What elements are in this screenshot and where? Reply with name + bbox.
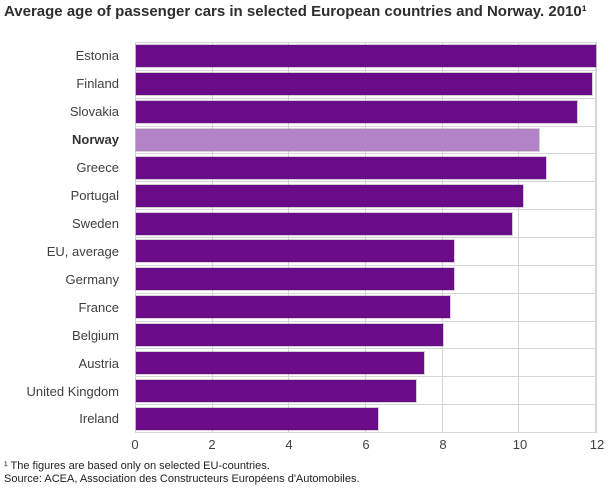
bar-row	[136, 322, 596, 350]
bar-row	[136, 43, 596, 71]
bar-row	[136, 127, 596, 155]
bar	[136, 212, 512, 235]
bar-row	[136, 154, 596, 183]
footnotes: ¹ The figures are based only on selected…	[4, 460, 604, 486]
source-text: Source: ACEA, Association des Constructe…	[4, 473, 360, 485]
bar-row	[136, 210, 596, 239]
bar	[136, 73, 593, 96]
bar	[136, 407, 378, 430]
bar	[136, 324, 443, 347]
bar	[136, 45, 596, 68]
category-label: Germany	[65, 271, 119, 287]
x-tick-label: 8	[439, 437, 447, 452]
bar	[136, 268, 455, 291]
bar	[136, 184, 524, 207]
x-tick-label: 4	[285, 437, 293, 452]
bar-row	[136, 99, 596, 127]
bar	[136, 351, 424, 374]
category-label: United Kingdom	[26, 383, 120, 399]
bar	[136, 101, 577, 124]
bar	[136, 156, 547, 179]
bar-row	[136, 71, 596, 99]
category-label: Slovakia	[69, 104, 119, 120]
footnote-text: ¹ The figures are based only on selected…	[4, 460, 270, 472]
category-label: Greece	[76, 160, 119, 176]
x-tick-label: 2	[208, 437, 216, 452]
chart-title: Average age of passenger cars in selecte…	[4, 3, 587, 20]
category-label: Ireland	[79, 411, 119, 427]
x-axis-tick-labels: 0 2 4 6 8 10 12	[131, 437, 604, 453]
bar-rows	[136, 43, 596, 432]
category-label: Portugal	[70, 188, 119, 204]
bar	[136, 240, 455, 263]
category-label: Finland	[76, 76, 119, 92]
bar-row	[136, 182, 596, 211]
bar-row	[136, 294, 596, 322]
category-label: France	[78, 299, 119, 315]
category-label: Estonia	[75, 48, 119, 64]
bar-row	[136, 238, 596, 266]
gridline	[135, 43, 136, 432]
plot-area	[135, 42, 597, 433]
category-axis-labels: Estonia Finland Slovakia Norway Greece Portug…	[0, 42, 127, 433]
category-label: Belgium	[72, 327, 119, 343]
category-label: Norway	[72, 132, 119, 148]
category-label: EU, average	[46, 243, 119, 259]
x-tick-label: 12	[589, 437, 605, 452]
x-tick-label: 0	[131, 437, 139, 452]
bar-row	[136, 266, 596, 294]
bar-row	[136, 349, 596, 378]
x-tick-label: 10	[512, 437, 528, 452]
bar-highlighted	[136, 129, 539, 151]
bar-row	[136, 405, 596, 432]
bar-row	[136, 377, 596, 406]
bar	[136, 296, 451, 319]
bar	[136, 379, 416, 402]
category-label: Austria	[78, 355, 119, 371]
x-tick-label: 6	[362, 437, 370, 452]
category-label: Sweden	[72, 215, 119, 231]
